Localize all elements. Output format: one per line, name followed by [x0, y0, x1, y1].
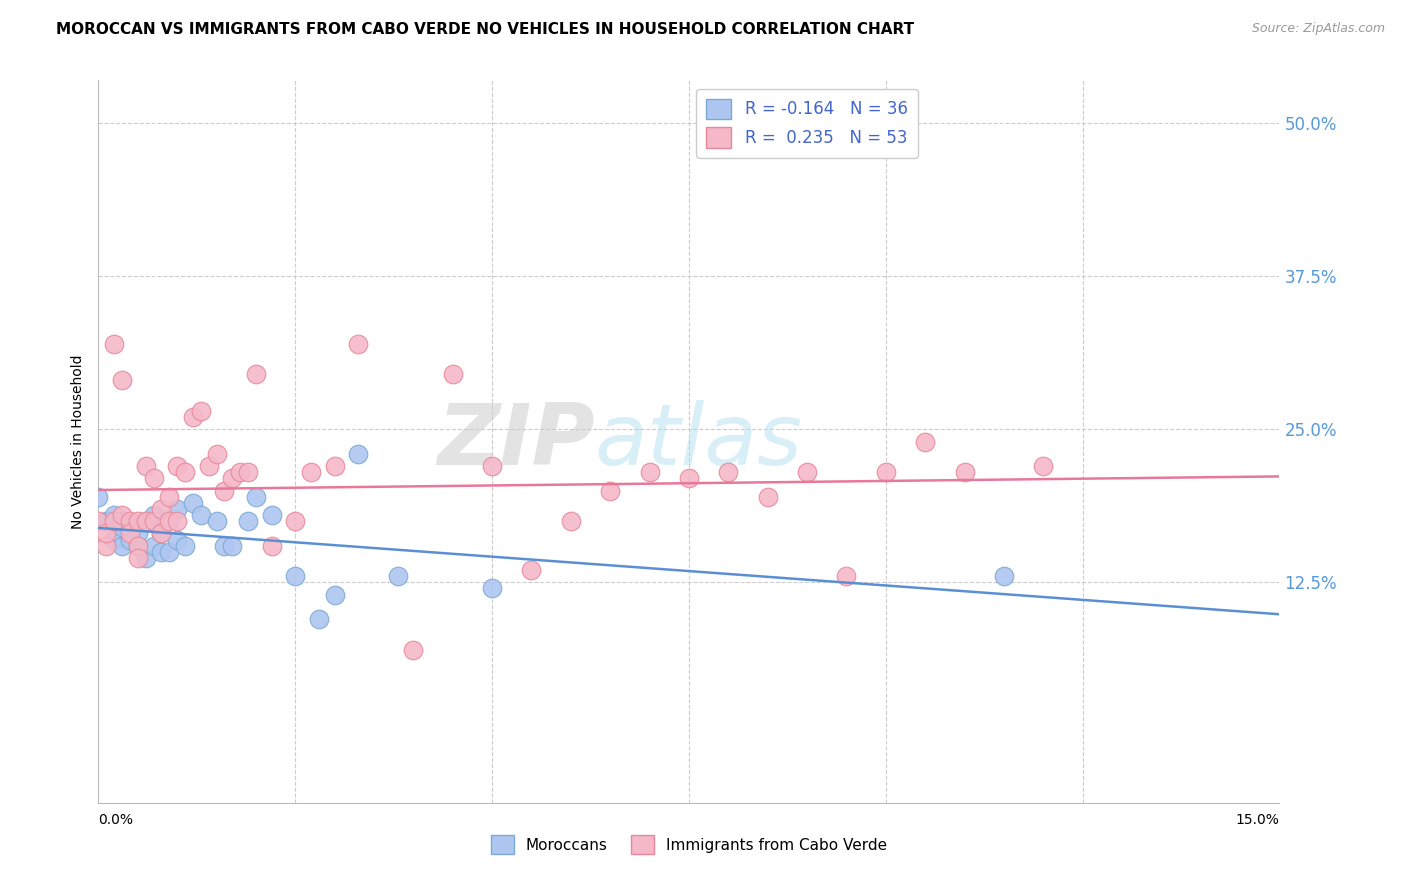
Y-axis label: No Vehicles in Household: No Vehicles in Household — [72, 354, 86, 529]
Point — [756, 490, 779, 504]
Point — [481, 582, 503, 596]
Point — [284, 569, 307, 583]
Point — [174, 465, 197, 479]
Point — [142, 471, 165, 485]
Point — [181, 410, 204, 425]
Point — [221, 539, 243, 553]
Legend: Moroccans, Immigrants from Cabo Verde: Moroccans, Immigrants from Cabo Verde — [485, 830, 893, 860]
Point — [157, 514, 180, 528]
Point — [260, 508, 283, 522]
Point — [135, 514, 157, 528]
Point — [150, 526, 173, 541]
Point — [127, 526, 149, 541]
Point — [638, 465, 661, 479]
Point — [323, 588, 346, 602]
Point — [481, 458, 503, 473]
Point — [87, 514, 110, 528]
Text: ZIP: ZIP — [437, 400, 595, 483]
Point — [678, 471, 700, 485]
Point — [166, 458, 188, 473]
Point — [190, 508, 212, 522]
Point — [166, 502, 188, 516]
Point — [118, 526, 141, 541]
Point — [914, 434, 936, 449]
Point — [236, 514, 259, 528]
Point — [347, 447, 370, 461]
Point — [993, 569, 1015, 583]
Point — [520, 563, 543, 577]
Point — [111, 514, 134, 528]
Point — [135, 458, 157, 473]
Point — [214, 539, 236, 553]
Point — [205, 447, 228, 461]
Point — [127, 514, 149, 528]
Point — [229, 465, 252, 479]
Point — [135, 550, 157, 565]
Point — [127, 539, 149, 553]
Point — [197, 458, 219, 473]
Text: 15.0%: 15.0% — [1236, 813, 1279, 827]
Point — [103, 533, 125, 547]
Point — [111, 539, 134, 553]
Point — [150, 545, 173, 559]
Point — [387, 569, 409, 583]
Point — [111, 508, 134, 522]
Point — [96, 526, 118, 541]
Point — [260, 539, 283, 553]
Point — [402, 642, 425, 657]
Point — [441, 367, 464, 381]
Point — [127, 550, 149, 565]
Point — [796, 465, 818, 479]
Point — [127, 539, 149, 553]
Point — [157, 490, 180, 504]
Point — [142, 514, 165, 528]
Point — [299, 465, 322, 479]
Point — [308, 612, 330, 626]
Point — [205, 514, 228, 528]
Point — [1032, 458, 1054, 473]
Point — [103, 508, 125, 522]
Point — [181, 496, 204, 510]
Point — [245, 490, 267, 504]
Point — [174, 539, 197, 553]
Point — [87, 490, 110, 504]
Point — [166, 533, 188, 547]
Point — [150, 526, 173, 541]
Point — [118, 533, 141, 547]
Point — [717, 465, 740, 479]
Point — [221, 471, 243, 485]
Point — [103, 514, 125, 528]
Point — [835, 569, 858, 583]
Text: Source: ZipAtlas.com: Source: ZipAtlas.com — [1251, 22, 1385, 36]
Point — [560, 514, 582, 528]
Point — [135, 514, 157, 528]
Point — [118, 514, 141, 528]
Text: atlas: atlas — [595, 400, 803, 483]
Point — [96, 514, 118, 528]
Point — [111, 520, 134, 534]
Point — [236, 465, 259, 479]
Point — [157, 545, 180, 559]
Point — [118, 520, 141, 534]
Point — [875, 465, 897, 479]
Point — [166, 514, 188, 528]
Point — [111, 373, 134, 387]
Point — [347, 336, 370, 351]
Point — [103, 336, 125, 351]
Point — [142, 508, 165, 522]
Point — [953, 465, 976, 479]
Point — [284, 514, 307, 528]
Point — [214, 483, 236, 498]
Text: MOROCCAN VS IMMIGRANTS FROM CABO VERDE NO VEHICLES IN HOUSEHOLD CORRELATION CHAR: MOROCCAN VS IMMIGRANTS FROM CABO VERDE N… — [56, 22, 914, 37]
Point — [323, 458, 346, 473]
Point — [96, 539, 118, 553]
Point — [142, 539, 165, 553]
Point — [190, 404, 212, 418]
Text: 0.0%: 0.0% — [98, 813, 134, 827]
Point — [245, 367, 267, 381]
Point — [599, 483, 621, 498]
Point — [150, 502, 173, 516]
